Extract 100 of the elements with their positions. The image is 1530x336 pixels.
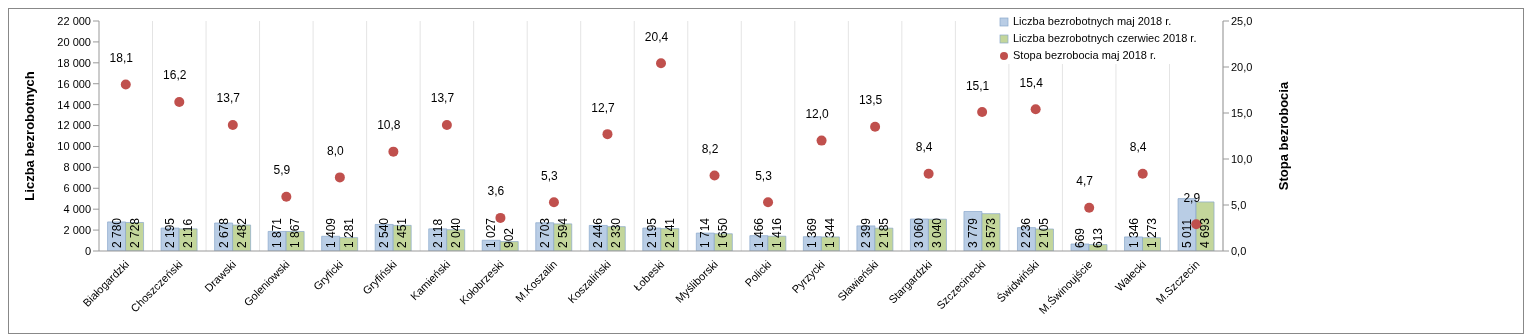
data-label: 2 451 [395,217,410,248]
y2-tick-label: 15,0 [1231,106,1253,119]
y-axis-title: Liczba bezrobotnych [21,71,37,201]
data-label: 2,9 [1183,190,1201,205]
point [923,168,934,179]
data-label: 2 040 [448,217,463,248]
data-label: 3 573 [983,217,998,248]
data-label: 1 714 [698,217,713,248]
y-tick-label: 4 000 [63,203,91,216]
data-label: 1 871 [270,217,285,248]
data-label: 20,4 [644,29,669,44]
data-label: 12,7 [591,100,615,115]
y-tick-label: 6 000 [63,182,91,195]
point [602,129,613,140]
data-label: 2 116 [181,218,196,248]
point [548,197,559,208]
y-tick-label: 8 000 [63,161,91,174]
data-label: 8,4 [915,140,933,155]
data-label: 669 [1072,227,1087,248]
y-tick-label: 20 000 [57,35,91,48]
data-label: 5,9 [273,163,291,178]
data-label: 12,0 [805,107,830,122]
data-label: 1 281 [341,217,356,248]
y-tick-label: 18 000 [57,56,91,69]
data-label: 2 118 [430,218,445,248]
data-label: 13,7 [216,91,241,106]
legend-label: Liczba bezrobotnych czerwiec 2018 r. [1013,31,1197,46]
data-label: 1 867 [288,217,303,248]
data-label: 1 650 [716,217,731,248]
data-label: 5 011 [1180,218,1195,248]
data-label: 13,5 [858,93,883,108]
data-label: 18,1 [109,50,134,65]
data-label: 4 693 [1198,217,1213,248]
legend-label: Stopa bezrobocia maj 2018 r. [1013,48,1157,63]
data-label: 2 780 [109,217,124,248]
point [388,146,399,157]
data-label: 15,1 [965,78,990,93]
data-label: 902 [502,227,517,248]
data-label: 2 195 [163,217,178,248]
data-label: 2 141 [662,217,677,248]
data-label: 8,2 [701,142,719,157]
point [870,121,881,132]
data-label: 2 330 [609,217,624,248]
data-label: 2 446 [591,217,606,248]
data-label: 3,6 [487,184,505,199]
data-label: 2 195 [644,217,659,248]
data-label: 2 236 [1019,217,1034,248]
data-label: 2 540 [377,217,392,248]
point [334,172,345,183]
point [1084,202,1095,213]
data-label: 2 399 [858,217,873,248]
y-tick-label: 16 000 [57,77,91,90]
data-label: 1 466 [751,217,766,248]
data-label: 2 185 [876,217,891,248]
point [174,96,185,107]
point [1030,104,1041,115]
data-label: 4,7 [1076,174,1094,189]
y2-tick-label: 20,0 [1231,60,1253,73]
y-tick-label: 22 000 [57,14,91,27]
point [816,135,827,146]
data-label: 2 482 [234,217,249,248]
point [281,191,292,202]
data-label: 1 344 [823,217,838,248]
y2-tick-label: 25,0 [1231,14,1253,27]
y-tick-label: 12 000 [57,119,91,132]
data-label: 5,3 [755,168,773,183]
point [656,58,666,69]
data-label: 1 027 [484,217,499,248]
data-label: 3 060 [912,217,927,248]
data-label: 613 [1090,227,1105,248]
point [763,197,774,208]
y2-axis-title: Stopa bezrobocia [1275,81,1291,191]
data-label: 3 040 [930,217,945,248]
data-label: 2 105 [1037,217,1052,248]
data-label: 8,0 [327,143,345,158]
point [227,119,238,130]
data-label: 8,4 [1129,140,1147,155]
legend-label: Liczba bezrobotnych maj 2018 r. [1013,14,1172,29]
y-tick-label: 0 [84,244,91,257]
data-label: 5,3 [541,168,559,183]
data-label: 1 409 [323,217,338,248]
data-label: 13,7 [430,91,455,106]
y-tick-label: 10 000 [57,140,91,153]
y2-tick-label: 0,0 [1231,244,1247,257]
y2-tick-label: 10,0 [1231,152,1253,165]
point [709,170,720,181]
data-label: 1 273 [1144,217,1159,248]
data-label: 2 678 [216,217,231,248]
data-label: 2 594 [555,217,570,248]
point [441,119,452,130]
data-label: 1 369 [805,217,820,248]
point [495,212,506,223]
data-label: 10,8 [377,118,401,133]
data-label: 1 416 [769,217,784,248]
data-label: 1 346 [1126,217,1141,248]
y-tick-label: 2 000 [63,224,91,236]
point [1137,168,1148,179]
point [120,79,131,90]
point [977,107,988,118]
y-tick-label: 14 000 [57,98,91,111]
